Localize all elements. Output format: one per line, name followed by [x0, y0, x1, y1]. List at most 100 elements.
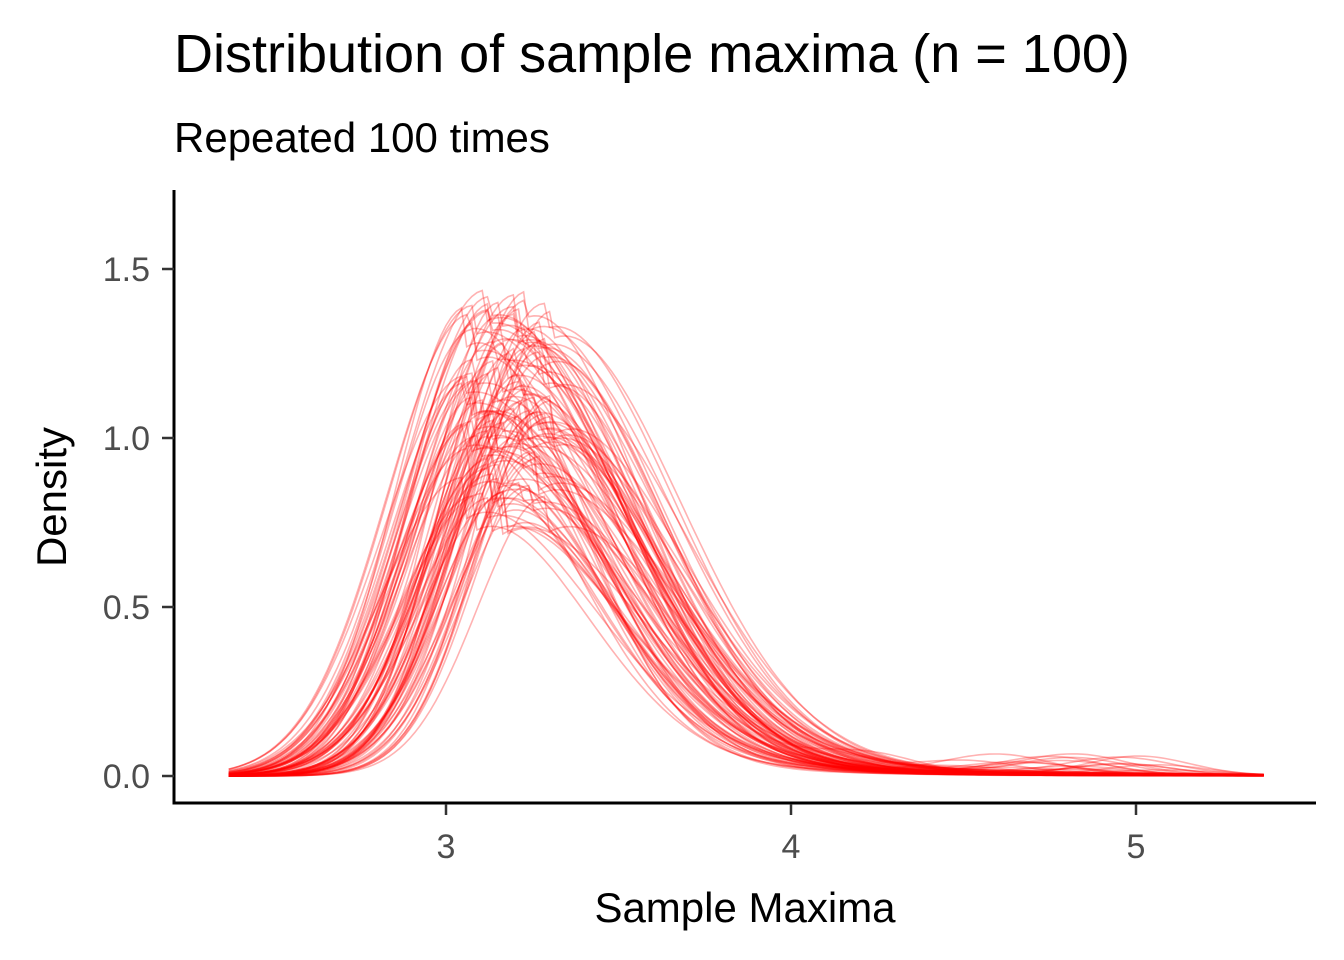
density-curve [228, 450, 1264, 777]
density-curve [228, 420, 1264, 777]
density-curve [228, 434, 1264, 777]
density-curve [228, 304, 1264, 776]
chart-subtitle: Repeated 100 times [174, 114, 550, 161]
density-curve [228, 409, 1264, 777]
density-curve [228, 295, 1264, 777]
y-tick-label: 0.0 [103, 758, 150, 796]
x-tick-label: 4 [782, 828, 801, 866]
density-curve [228, 351, 1264, 777]
density-curve [228, 495, 1264, 777]
density-curve [228, 447, 1264, 777]
density-curve [228, 430, 1264, 777]
density-curve [228, 290, 1264, 777]
density-curve [228, 302, 1264, 777]
density-curve [228, 339, 1264, 777]
density-curve [228, 301, 1264, 777]
density-curve [228, 455, 1264, 777]
density-curve [228, 310, 1264, 777]
density-curve [228, 306, 1264, 777]
density-curve [228, 312, 1264, 777]
density-curve [228, 496, 1264, 776]
density-curve [228, 467, 1264, 776]
density-curve [228, 289, 1264, 776]
density-curve [228, 380, 1264, 777]
density-curve [228, 309, 1264, 777]
y-axis-title: Density [28, 427, 75, 567]
density-curve [228, 359, 1264, 777]
density-curve [228, 456, 1264, 777]
density-curve [228, 415, 1264, 777]
density-curve [228, 293, 1264, 777]
density-curve [228, 487, 1264, 777]
density-curve [228, 419, 1264, 777]
density-curves [228, 289, 1264, 777]
density-curve [228, 491, 1264, 777]
density-curve [228, 420, 1264, 777]
density-curve [228, 484, 1264, 777]
y-tick-label: 0.5 [103, 589, 150, 627]
density-curve [228, 496, 1264, 776]
density-curve [228, 321, 1264, 777]
density-curve [228, 476, 1264, 776]
density-curve [228, 321, 1264, 777]
density-curve [228, 343, 1264, 777]
density-curve [228, 326, 1264, 777]
density-curve [228, 450, 1264, 777]
density-curve [228, 352, 1264, 777]
density-curve [228, 409, 1264, 777]
x-axis-ticks: 3 4 5 [437, 804, 1146, 866]
density-curve [228, 337, 1264, 777]
density-curve [228, 379, 1264, 776]
density-curve [228, 410, 1264, 777]
density-curve [228, 434, 1264, 777]
density-curve [228, 308, 1264, 777]
y-tick-label: 1.5 [103, 251, 150, 289]
density-curve [228, 347, 1264, 777]
density-curve [228, 399, 1264, 777]
density-curve [228, 412, 1264, 777]
density-curve [228, 423, 1264, 777]
density-curve [228, 492, 1264, 776]
y-tick-label: 1.0 [103, 420, 150, 458]
x-tick-label: 5 [1127, 828, 1146, 866]
density-curve [228, 400, 1264, 777]
density-curve [228, 394, 1264, 777]
density-curve [228, 415, 1264, 776]
density-curve [228, 308, 1264, 777]
density-curve [228, 387, 1264, 777]
density-curve [228, 342, 1264, 777]
density-curve [228, 463, 1264, 777]
density-curve [228, 379, 1264, 777]
density-curve [228, 372, 1264, 776]
density-curve [228, 341, 1264, 777]
x-axis-title: Sample Maxima [594, 884, 896, 931]
density-curve [228, 407, 1264, 777]
density-curve [228, 423, 1264, 777]
density-curve [228, 410, 1264, 777]
density-curve [228, 396, 1264, 777]
density-curve [228, 354, 1264, 777]
density-curve [228, 302, 1264, 777]
density-curve [228, 382, 1264, 776]
density-curve [228, 358, 1264, 777]
density-curve [228, 328, 1264, 777]
density-curve [228, 314, 1264, 777]
density-curve [228, 366, 1264, 777]
density-curve [228, 375, 1264, 777]
density-curve [228, 362, 1264, 777]
y-axis-ticks: 0.0 0.5 1.0 1.5 [103, 251, 174, 796]
density-curve [228, 299, 1264, 777]
density-curve [228, 421, 1264, 777]
density-curve [228, 410, 1264, 776]
density-curve [228, 477, 1264, 777]
density-curve [228, 373, 1264, 777]
density-curve [228, 463, 1264, 777]
density-curve [228, 458, 1264, 777]
density-curve [228, 434, 1264, 777]
x-tick-label: 3 [437, 828, 456, 866]
density-curve [228, 375, 1264, 777]
density-curve [228, 398, 1264, 777]
density-curve [228, 495, 1264, 777]
density-curve [228, 489, 1264, 777]
density-curve [228, 305, 1264, 776]
